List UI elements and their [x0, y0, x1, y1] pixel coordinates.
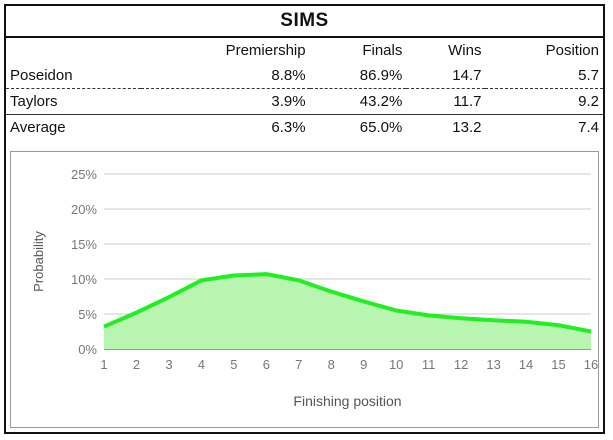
y-tick-labels: 0% 5% 10% 15% 20% 25% — [71, 167, 97, 357]
team-name: Poseidon — [6, 63, 142, 89]
panel-title: SIMS — [6, 6, 603, 38]
x-tick-label: 5 — [230, 357, 237, 372]
x-tick-label: 7 — [295, 357, 302, 372]
position-value: 7.4 — [578, 119, 599, 136]
y-tick-label: 15% — [71, 237, 97, 252]
y-tick-label: 5% — [78, 307, 97, 322]
wins-value: 11.7 — [406, 88, 486, 115]
x-tick-label: 13 — [486, 357, 500, 372]
x-tick-label: 8 — [328, 357, 335, 372]
team-name: Average — [10, 119, 66, 136]
premiership-value: 8.8% — [141, 63, 310, 89]
probability-line — [103, 272, 592, 334]
y-axis-label: Probability — [31, 231, 46, 292]
x-tick-label: 4 — [198, 357, 205, 372]
x-tick-label: 3 — [165, 357, 172, 372]
x-tick-label: 16 — [584, 357, 598, 372]
x-tick-label: 10 — [389, 357, 403, 372]
y-tick-label: 25% — [71, 167, 97, 182]
chart-svg: 0%5%10%15%20%25% 1 2 3 4 5 6 7 8 9 10 11 12 13 14 15 16… — [31, 167, 598, 409]
wins-value: 14.7 — [406, 63, 486, 89]
premiership-value: 3.9% — [141, 88, 310, 115]
x-tick-label: 2 — [133, 357, 140, 372]
x-tick-labels: 1 2 3 4 5 6 7 8 9 10 11 12 13 14 15 16 — [100, 357, 598, 372]
y-tick-label: 0% — [78, 342, 97, 357]
x-tick-label: 1 — [100, 357, 107, 372]
x-tick-label: 14 — [519, 357, 533, 372]
position-value: 5.7 — [485, 63, 603, 89]
position-value: 9.2 — [485, 88, 603, 115]
sims-panel: SIMS Premiership Finals Wins Position Po… — [4, 4, 605, 434]
header-premiership: Premiership — [225, 42, 306, 59]
x-axis-label: Finishing position — [293, 393, 401, 409]
x-tick-label: 9 — [360, 357, 367, 372]
x-tick-label: 6 — [263, 357, 270, 372]
finals-value: 86.9% — [309, 63, 407, 89]
table-row: Poseidon 8.8% 86.9% 14.7 5.7 — [6, 63, 603, 89]
finals-value: 43.2% — [309, 88, 407, 115]
sims-table: Premiership Finals Wins Position Poseido… — [6, 38, 603, 140]
area-layer — [103, 272, 592, 349]
x-tick-label: 12 — [454, 357, 468, 372]
table-row: Average 6.3% 65.0% 13.2 7.4 — [6, 115, 603, 141]
probability-chart: 0% 5% 10% 15% 20% 25% 1 2 3 4 5 6 7 8 9 10 11 12 13 14 15 16… — [10, 151, 599, 428]
probability-area-fill — [104, 274, 591, 349]
table-header-row: Premiership Finals Wins Position — [6, 38, 603, 63]
header-position: Position — [545, 42, 599, 59]
wins-value: 13.2 — [452, 119, 482, 136]
finals-value: 65.0% — [359, 119, 403, 136]
x-tick-label: 15 — [551, 357, 565, 372]
premiership-value: 6.3% — [271, 119, 306, 136]
y-tick-label: 10% — [71, 272, 97, 287]
header-finals: Finals — [362, 42, 403, 59]
y-tick-label: 20% — [71, 202, 97, 217]
header-wins: Wins — [448, 42, 482, 59]
x-tick-label: 11 — [422, 357, 436, 372]
header-blank — [6, 38, 141, 63]
team-name: Taylors — [6, 88, 142, 115]
table-row: Taylors 3.9% 43.2% 11.7 9.2 — [6, 88, 603, 115]
